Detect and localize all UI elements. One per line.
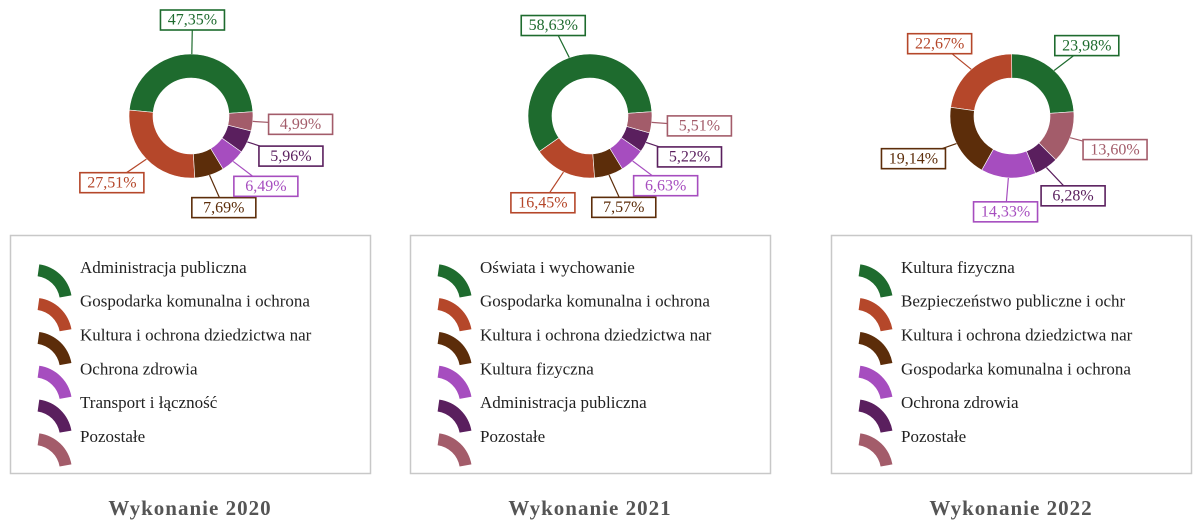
data-label: 19,14% — [889, 150, 938, 167]
data-label: 22,67% — [915, 35, 964, 52]
donut — [527, 53, 653, 179]
legend-label: Ochrona zdrowia — [80, 359, 198, 378]
label-box — [258, 145, 324, 167]
legend-swatch — [437, 433, 472, 467]
donut-slice — [626, 111, 653, 134]
label-box — [590, 196, 657, 219]
legend-label: Kultura i ochrona dziedzictwa nar — [480, 326, 712, 345]
legend-label: Kultura i ochrona dziedzictwa nar — [901, 326, 1133, 345]
label-box — [1040, 185, 1106, 207]
label-box — [880, 147, 947, 170]
legend-label: Gospodarka komunalna i ochrona — [480, 292, 710, 311]
legend: Oświata i wychowanie Gospodarka komunalna… — [437, 258, 712, 467]
label-box — [159, 9, 226, 31]
label-box — [79, 171, 145, 194]
donut-slice — [227, 111, 254, 132]
donut-slice — [950, 53, 1013, 112]
label-box — [1053, 34, 1120, 57]
donut — [128, 53, 254, 179]
legend-swatch — [437, 399, 472, 433]
legend-swatch — [437, 298, 472, 332]
data-label: 13,60% — [1090, 141, 1139, 158]
legend-label: Kultura fizyczna — [901, 258, 1015, 277]
data-label: 7,57% — [603, 199, 644, 216]
data-label: 7,69% — [203, 199, 244, 216]
legend-swatch — [37, 331, 72, 366]
data-label: 5,96% — [270, 148, 311, 165]
chart-title: Wykonanie 2020 — [108, 496, 271, 520]
donut — [949, 53, 1075, 179]
legend-swatch — [858, 298, 893, 332]
label-box — [191, 196, 257, 219]
legend-swatch — [37, 264, 72, 298]
donut-slice — [1038, 111, 1075, 161]
label-box — [906, 32, 973, 55]
legend-swatch — [858, 433, 893, 467]
legend-label: Pozostałe — [80, 427, 145, 446]
legend-label: Administracja publiczna — [480, 393, 647, 412]
legend-swatch — [37, 399, 72, 433]
data-label: 58,63% — [529, 17, 578, 34]
legend-label: Kultura i ochrona dziedzictwa nar — [80, 326, 312, 345]
data-label: 6,63% — [645, 177, 686, 194]
legend-box — [830, 234, 1193, 475]
legend-label: Transport i łączność — [80, 393, 218, 412]
label-box — [520, 14, 587, 37]
legend-label: Oświata i wychowanie — [480, 258, 635, 277]
legend-label: Bezpieczeństwo publiczne i ochr — [901, 292, 1126, 311]
data-label: 6,49% — [245, 178, 286, 195]
data-label: 14,33% — [981, 204, 1030, 221]
donut-slice — [128, 53, 254, 114]
data-label: 6,28% — [1052, 188, 1093, 205]
label-box — [666, 115, 733, 137]
legend-swatch — [858, 331, 893, 366]
label-box — [656, 146, 723, 168]
legend-box — [9, 234, 372, 475]
chart-title: Wykonanie 2022 — [929, 496, 1092, 520]
legend-swatch — [437, 365, 472, 399]
legend-swatch — [37, 365, 72, 399]
label-box — [972, 201, 1039, 223]
legend-label: Ochrona zdrowia — [901, 393, 1019, 412]
data-label: 16,45% — [518, 194, 567, 211]
label-box — [632, 174, 699, 197]
label-box — [1082, 138, 1148, 161]
donut-slice — [128, 109, 196, 179]
legend-box — [409, 234, 772, 475]
data-label: 4,99% — [280, 116, 321, 133]
legend-swatch — [37, 298, 72, 332]
legend-label: Gospodarka komunalna i ochrona — [901, 359, 1131, 378]
legend-swatch — [437, 331, 472, 366]
legend-label: Gospodarka komunalna i ochrona — [80, 292, 310, 311]
data-label: 5,22% — [669, 149, 710, 166]
legend: Kultura fizyczna Bezpieczeństwo publiczne… — [858, 258, 1133, 467]
data-label: 47,35% — [168, 12, 217, 29]
legend-label: Pozostałe — [480, 427, 545, 446]
legend: Administracja publiczna Gospodarka komuna… — [37, 258, 312, 467]
legend-label: Pozostałe — [901, 427, 966, 446]
chart-title: Wykonanie 2021 — [508, 496, 671, 520]
data-label: 27,51% — [87, 174, 136, 191]
legend-swatch — [437, 264, 472, 298]
legend-swatch — [37, 433, 72, 467]
donut-slice — [527, 53, 653, 153]
legend-label: Kultura fizyczna — [480, 359, 594, 378]
label-box — [233, 175, 299, 198]
legend-swatch — [858, 365, 893, 399]
label-box — [510, 191, 576, 214]
legend-swatch — [858, 399, 893, 433]
data-label: 5,51% — [679, 118, 720, 135]
legend-swatch — [858, 264, 893, 298]
label-box — [267, 113, 334, 136]
legend-label: Administracja publiczna — [80, 258, 247, 277]
data-label: 23,98% — [1062, 37, 1111, 54]
